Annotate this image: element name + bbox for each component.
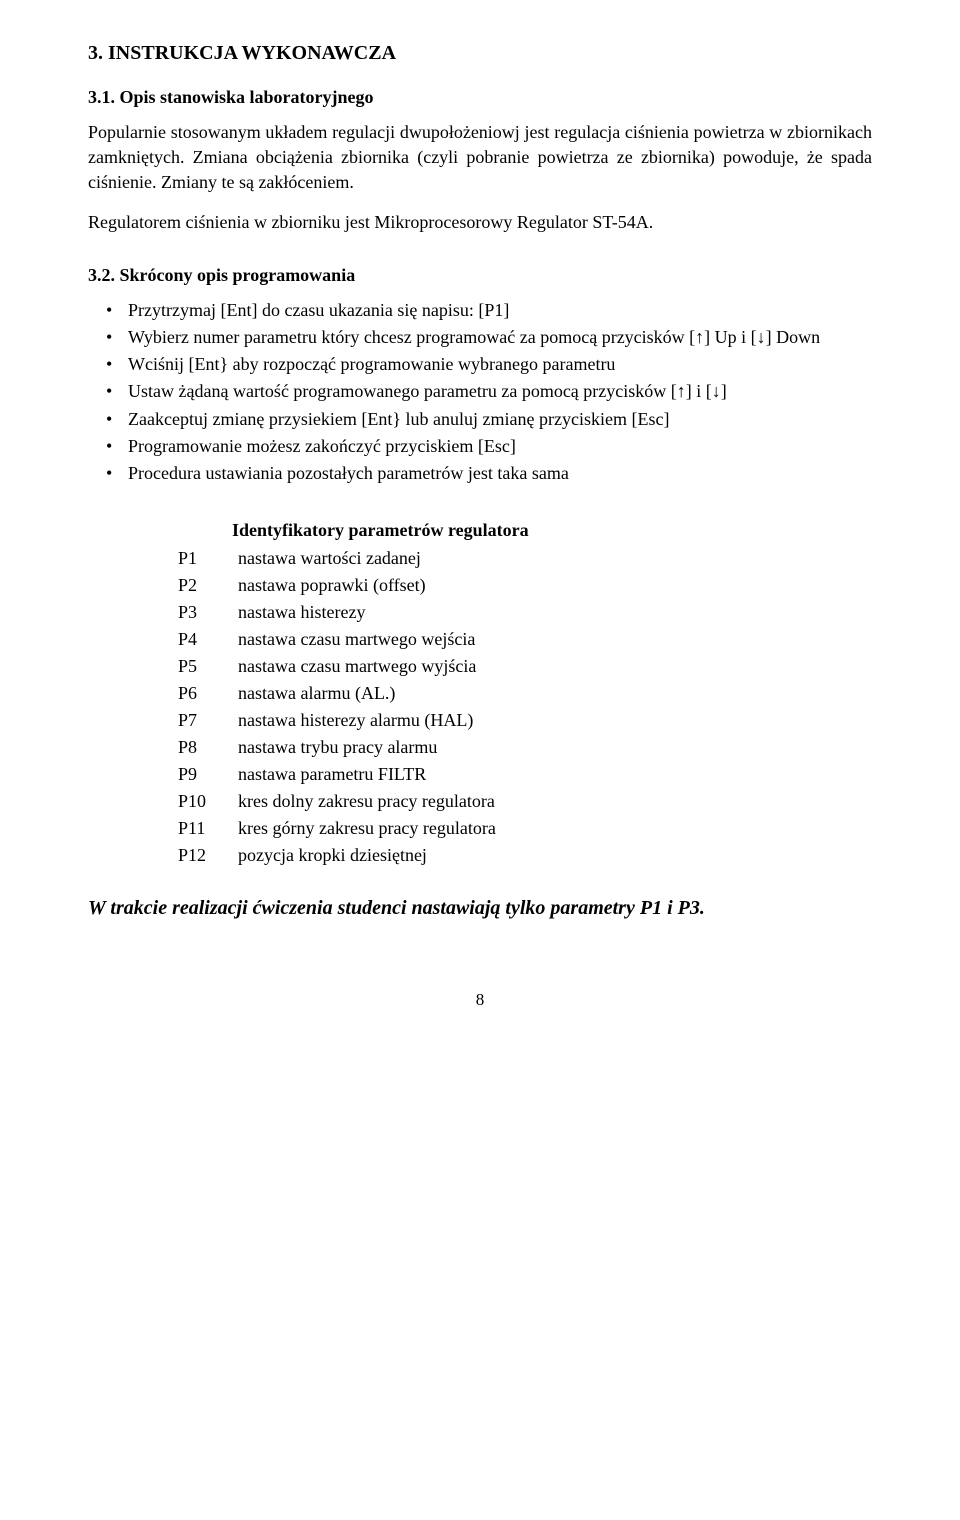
param-code: P12 bbox=[178, 842, 238, 869]
param-desc: pozycja kropki dziesiętnej bbox=[238, 842, 506, 869]
param-desc: kres górny zakresu pracy regulatora bbox=[238, 815, 506, 842]
param-code: P9 bbox=[178, 761, 238, 788]
param-code: P10 bbox=[178, 788, 238, 815]
table-row: P5 nastawa czasu martwego wyjścia bbox=[178, 653, 506, 680]
paragraph-31-2: Regulatorem ciśnienia w zbiorniku jest M… bbox=[88, 210, 872, 235]
param-desc: nastawa wartości zadanej bbox=[238, 545, 506, 572]
bullet-list: Przytrzymaj [Ent] do czasu ukazania się … bbox=[88, 298, 872, 486]
param-code: P2 bbox=[178, 572, 238, 599]
param-table-title: Identyfikatory parametrów regulatora bbox=[178, 520, 872, 541]
param-code: P6 bbox=[178, 680, 238, 707]
param-code: P5 bbox=[178, 653, 238, 680]
param-desc: nastawa parametru FILTR bbox=[238, 761, 506, 788]
section-heading: 3. INSTRUKCJA WYKONAWCZA bbox=[88, 42, 872, 65]
list-item: Zaakceptuj zmianę przysiekiem [Ent} lub … bbox=[88, 407, 872, 432]
subsection-heading-32: 3.2. Skrócony opis programowania bbox=[88, 265, 872, 286]
table-row: P3 nastawa histerezy bbox=[178, 599, 506, 626]
page-number: 8 bbox=[88, 990, 872, 1010]
param-desc: nastawa poprawki (offset) bbox=[238, 572, 506, 599]
param-table: P1 nastawa wartości zadanej P2 nastawa p… bbox=[178, 545, 506, 869]
table-row: P6 nastawa alarmu (AL.) bbox=[178, 680, 506, 707]
list-item: Przytrzymaj [Ent] do czasu ukazania się … bbox=[88, 298, 872, 323]
table-row: P9 nastawa parametru FILTR bbox=[178, 761, 506, 788]
param-code: P8 bbox=[178, 734, 238, 761]
param-code: P11 bbox=[178, 815, 238, 842]
param-desc: nastawa histerezy bbox=[238, 599, 506, 626]
list-item: Ustaw żądaną wartość programowanego para… bbox=[88, 379, 872, 404]
table-row: P10 kres dolny zakresu pracy regulatora bbox=[178, 788, 506, 815]
table-row: P7 nastawa histerezy alarmu (HAL) bbox=[178, 707, 506, 734]
list-item: Programowanie możesz zakończyć przyciski… bbox=[88, 434, 872, 459]
table-row: P1 nastawa wartości zadanej bbox=[178, 545, 506, 572]
param-code: P7 bbox=[178, 707, 238, 734]
table-row: P4 nastawa czasu martwego wejścia bbox=[178, 626, 506, 653]
table-row: P11 kres górny zakresu pracy regulatora bbox=[178, 815, 506, 842]
param-desc: nastawa histerezy alarmu (HAL) bbox=[238, 707, 506, 734]
paragraph-31-1: Popularnie stosowanym układem regulacji … bbox=[88, 120, 872, 196]
param-code: P3 bbox=[178, 599, 238, 626]
table-row: P12 pozycja kropki dziesiętnej bbox=[178, 842, 506, 869]
list-item: Wybierz numer parametru który chcesz pro… bbox=[88, 325, 872, 350]
param-desc: nastawa alarmu (AL.) bbox=[238, 680, 506, 707]
param-desc: nastawa czasu martwego wyjścia bbox=[238, 653, 506, 680]
param-desc: kres dolny zakresu pracy regulatora bbox=[238, 788, 506, 815]
closing-note: W trakcie realizacji ćwiczenia studenci … bbox=[88, 897, 872, 920]
param-desc: nastawa trybu pracy alarmu bbox=[238, 734, 506, 761]
list-item: Procedura ustawiania pozostałych paramet… bbox=[88, 461, 872, 486]
list-item: Wciśnij [Ent} aby rozpocząć programowani… bbox=[88, 352, 872, 377]
param-desc: nastawa czasu martwego wejścia bbox=[238, 626, 506, 653]
param-code: P4 bbox=[178, 626, 238, 653]
param-code: P1 bbox=[178, 545, 238, 572]
table-row: P8 nastawa trybu pracy alarmu bbox=[178, 734, 506, 761]
subsection-heading-31: 3.1. Opis stanowiska laboratoryjnego bbox=[88, 87, 872, 108]
table-row: P2 nastawa poprawki (offset) bbox=[178, 572, 506, 599]
